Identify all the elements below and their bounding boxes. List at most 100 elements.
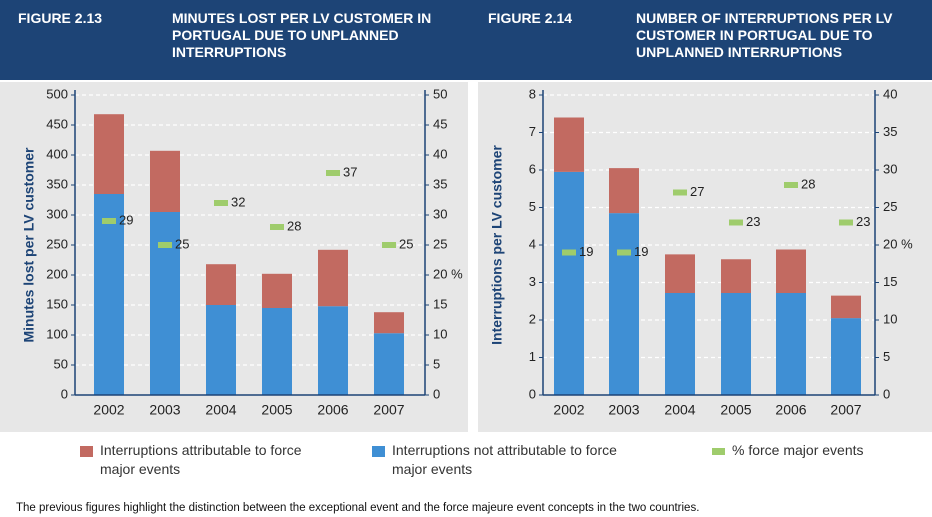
- y-tick-label: 50: [54, 356, 68, 371]
- x-tick-label: 2003: [149, 402, 180, 418]
- y2-tick-label: 10: [433, 326, 447, 341]
- y-tick-label: 7: [529, 124, 536, 139]
- legend-swatch: [80, 446, 93, 457]
- bar-segment: [721, 259, 751, 293]
- point-label: 28: [287, 218, 301, 233]
- y2-tick-label: 5: [433, 356, 440, 371]
- point-label: 27: [690, 184, 704, 199]
- y2-tick-label: 30: [883, 161, 897, 176]
- bar-segment: [721, 293, 751, 395]
- y2-tick-label: 25: [883, 199, 897, 214]
- y-tick-label: 400: [46, 146, 68, 161]
- y2-tick-label: 30: [433, 206, 447, 221]
- bar-segment: [374, 333, 404, 395]
- legend-swatch: [372, 446, 385, 457]
- legend-swatch: [712, 448, 725, 455]
- x-tick-label: 2002: [553, 402, 584, 418]
- y-tick-label: 1: [529, 349, 536, 364]
- bar-segment: [831, 318, 861, 395]
- bar-segment: [262, 273, 292, 308]
- y2-tick-label: 40: [883, 86, 897, 101]
- x-tick-label: 2005: [261, 402, 292, 418]
- x-tick-label: 2006: [775, 402, 806, 418]
- bar-segment: [665, 293, 695, 395]
- bar-segment: [831, 295, 861, 319]
- bar-segment: [94, 114, 124, 194]
- x-tick-label: 2007: [830, 402, 861, 418]
- y-tick-label: 450: [46, 116, 68, 131]
- x-tick-label: 2004: [664, 402, 695, 418]
- charts: Minutes lost per LV customer050100150200…: [21, 86, 913, 418]
- point-marker: [562, 249, 576, 256]
- point-marker: [617, 249, 631, 256]
- bar-segment: [374, 312, 404, 334]
- point-label: 19: [634, 244, 648, 259]
- point-marker: [729, 219, 743, 226]
- point-label: 29: [119, 212, 133, 227]
- bar-segment: [776, 293, 806, 395]
- y-tick-label: 300: [46, 206, 68, 221]
- y-tick-label: 3: [529, 274, 536, 289]
- bar-segment: [150, 150, 180, 212]
- y2-tick-label: 45: [433, 116, 447, 131]
- point-label: 25: [175, 236, 189, 251]
- legend-label: Interruptions attributable to force majo…: [100, 442, 302, 477]
- y2-tick-label: 25: [433, 236, 447, 251]
- point-label: 19: [579, 244, 593, 259]
- y2-tick-label: 35: [433, 176, 447, 191]
- bar-segment: [609, 168, 639, 214]
- x-tick-label: 2005: [720, 402, 751, 418]
- bar-segment: [609, 213, 639, 395]
- y-tick-label: 5: [529, 199, 536, 214]
- point-marker: [158, 242, 172, 248]
- y2-tick-label: 15: [883, 274, 897, 289]
- y-axis-label: Interruptions per LV customer: [489, 145, 505, 345]
- x-tick-label: 2007: [373, 402, 404, 418]
- y-tick-label: 250: [46, 236, 68, 251]
- figure-title: NUMBER OF INTERRUPTIONS PER LV CUSTOMER …: [636, 10, 893, 60]
- x-tick-label: 2002: [93, 402, 124, 418]
- y-axis-label: Minutes lost per LV customer: [21, 147, 37, 343]
- point-label: 32: [231, 194, 245, 209]
- figure-title: MINUTES LOST PER LV CUSTOMER IN PORTUGAL…: [172, 10, 432, 60]
- bar-segment: [554, 171, 584, 395]
- y2-tick-label: 15: [433, 296, 447, 311]
- point-label: 25: [399, 236, 413, 251]
- y-tick-label: 8: [529, 86, 536, 101]
- point-marker: [270, 224, 284, 230]
- point-label: 23: [856, 214, 870, 229]
- y-tick-label: 100: [46, 326, 68, 341]
- point-label: 28: [801, 176, 815, 191]
- x-tick-label: 2003: [608, 402, 639, 418]
- legend-label: Interruptions not attributable to force …: [392, 442, 617, 477]
- bar-segment: [554, 117, 584, 172]
- bar-segment: [206, 305, 236, 395]
- point-marker: [214, 200, 228, 206]
- y2-tick-label: 20 %: [883, 236, 913, 251]
- point-marker: [784, 182, 798, 188]
- y-tick-label: 200: [46, 266, 68, 281]
- legend-label: % force major events: [732, 442, 864, 458]
- point-marker: [326, 170, 340, 176]
- bar-segment: [318, 306, 348, 395]
- bar-segment: [665, 254, 695, 293]
- y2-tick-label: 50: [433, 86, 447, 101]
- y-tick-label: 2: [529, 311, 536, 326]
- y-tick-label: 0: [61, 386, 68, 401]
- y-tick-label: 4: [529, 236, 536, 251]
- y2-tick-label: 20 %: [433, 266, 463, 281]
- header-band: FIGURE 2.13 MINUTES LOST PER LV CUSTOMER…: [0, 0, 932, 80]
- bar-segment: [262, 308, 292, 395]
- y2-tick-label: 10: [883, 311, 897, 326]
- point-label: 23: [746, 214, 760, 229]
- y2-tick-label: 5: [883, 349, 890, 364]
- point-marker: [673, 189, 687, 196]
- y2-tick-label: 0: [883, 386, 890, 401]
- bar-segment: [206, 264, 236, 305]
- figure-number: FIGURE 2.14: [488, 10, 573, 26]
- bar-segment: [94, 194, 124, 395]
- y-tick-label: 0: [529, 386, 536, 401]
- y-tick-label: 6: [529, 161, 536, 176]
- bar-segment: [318, 249, 348, 307]
- y2-tick-label: 40: [433, 146, 447, 161]
